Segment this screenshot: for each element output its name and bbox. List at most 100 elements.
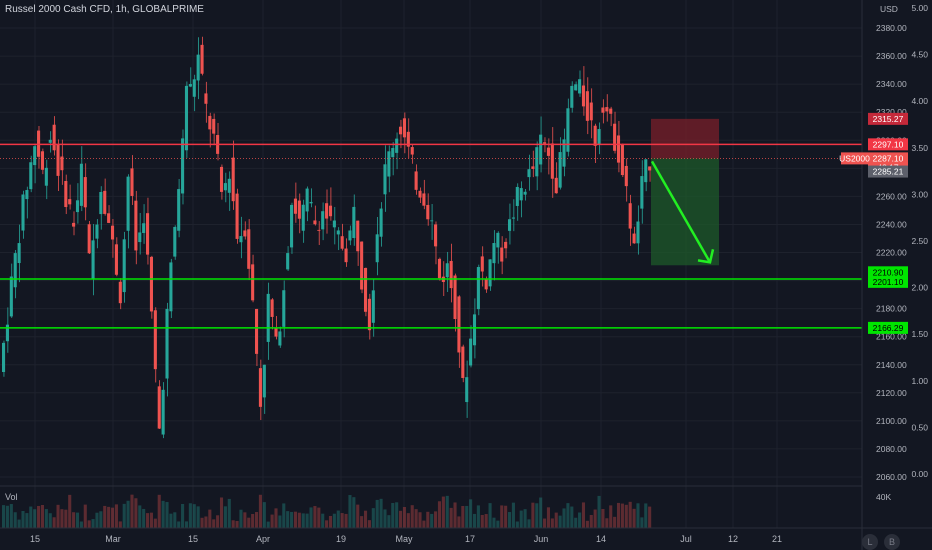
candle-body — [247, 229, 251, 269]
candle-body — [192, 79, 196, 97]
candle-body — [360, 241, 364, 290]
chart-title: Russel 2000 Cash CFD, 1h, GLOBALPRIME — [5, 4, 204, 15]
volume-bar — [593, 509, 597, 528]
volume-bar — [44, 509, 48, 528]
volume-bar — [336, 510, 340, 528]
candle-body — [165, 308, 169, 379]
volume-bar — [110, 507, 115, 528]
volume-bar — [644, 503, 648, 528]
candle-body — [363, 267, 368, 312]
volume-bar — [344, 513, 348, 528]
candle-body — [492, 243, 496, 264]
volume-bar — [251, 513, 255, 528]
down-arrow-annotation[interactable] — [650, 160, 715, 264]
candle-body — [282, 290, 286, 327]
candle-body — [578, 79, 582, 94]
time-tick-label: 14 — [596, 534, 606, 544]
volume-bar — [554, 512, 558, 528]
volume-bar — [196, 506, 200, 528]
currency-label: USD — [880, 4, 898, 14]
volume-bar — [114, 504, 118, 528]
volume-bar — [188, 503, 192, 528]
time-tick-label: 21 — [772, 534, 782, 544]
candle-body — [40, 151, 45, 170]
candle-body — [472, 314, 477, 346]
prev-close-tag-bg — [868, 165, 908, 178]
candle-body — [126, 176, 130, 231]
right-tick-label: 2.50 — [911, 236, 928, 246]
volume-bar — [441, 496, 445, 528]
candle-body — [204, 93, 208, 104]
candlestick-series — [2, 36, 652, 439]
volume-label: Vol — [5, 492, 18, 502]
volume-bar — [328, 515, 333, 528]
candle-body — [321, 211, 325, 230]
candle-body — [146, 213, 150, 255]
arrow-shaft — [650, 160, 712, 263]
candle-body — [305, 188, 309, 212]
stop-loss-zone[interactable] — [651, 118, 719, 159]
candle-body — [118, 281, 122, 304]
candle-body — [352, 206, 356, 239]
candle-body — [325, 203, 329, 219]
volume-bar — [574, 517, 578, 528]
candle-body — [258, 368, 262, 407]
right-tick-label: 3.50 — [911, 143, 928, 153]
candle-body — [624, 165, 628, 187]
right-tick-label: 1.50 — [911, 329, 928, 339]
candle-body — [21, 194, 25, 231]
candle-body — [29, 162, 33, 190]
candle-body — [48, 139, 52, 143]
candle-body — [546, 147, 551, 156]
symbol-tag-bg — [841, 152, 868, 165]
candle-body — [235, 193, 239, 239]
volume-bar — [142, 508, 146, 528]
volume-bar — [278, 515, 282, 528]
volume-bar — [414, 509, 418, 528]
log-scale-button[interactable]: L — [862, 534, 878, 550]
candle-body — [461, 346, 465, 379]
candle-body — [95, 224, 99, 239]
volume-bar — [274, 508, 278, 528]
candle-body — [589, 102, 593, 121]
volume-bar — [68, 494, 72, 528]
volume-bar — [543, 518, 547, 528]
volume-bar — [472, 513, 477, 528]
volume-bar — [379, 498, 383, 528]
candle-body — [422, 193, 426, 206]
candle-body — [484, 278, 488, 290]
volume-bar — [239, 509, 243, 528]
volume-bar — [309, 507, 313, 528]
horizontal-levels[interactable] — [0, 143, 862, 329]
volume-bar — [395, 502, 399, 528]
volume-bar — [640, 517, 644, 528]
candle-body — [437, 258, 442, 279]
volume-bar — [130, 494, 134, 528]
candle-body — [340, 236, 344, 249]
support1-price-tag: 2201.10 — [873, 277, 904, 287]
volume-bar — [624, 504, 628, 528]
volume-bar — [37, 505, 41, 528]
candle-body — [149, 256, 153, 312]
candle-body — [44, 167, 48, 186]
volume-bar — [539, 497, 543, 528]
right-tick-label: 0.50 — [911, 422, 928, 432]
candle-body — [550, 143, 554, 179]
candle-body — [161, 389, 165, 435]
volume-bar — [402, 506, 406, 528]
volume-bar — [87, 520, 91, 528]
volume-bar — [301, 513, 305, 528]
take-profit-zone[interactable] — [651, 158, 719, 266]
candle-body — [469, 338, 473, 366]
volume-bar — [391, 503, 395, 528]
candle-body — [181, 138, 185, 194]
bottom-right-button[interactable]: B — [884, 534, 900, 550]
candle-body — [196, 54, 200, 81]
volume-bar — [437, 501, 442, 528]
volume-bar — [371, 508, 375, 528]
volume-bar — [562, 508, 566, 528]
last-price-tag-bg — [868, 152, 908, 165]
volume-bar — [153, 518, 157, 528]
volume-bar — [169, 513, 173, 528]
